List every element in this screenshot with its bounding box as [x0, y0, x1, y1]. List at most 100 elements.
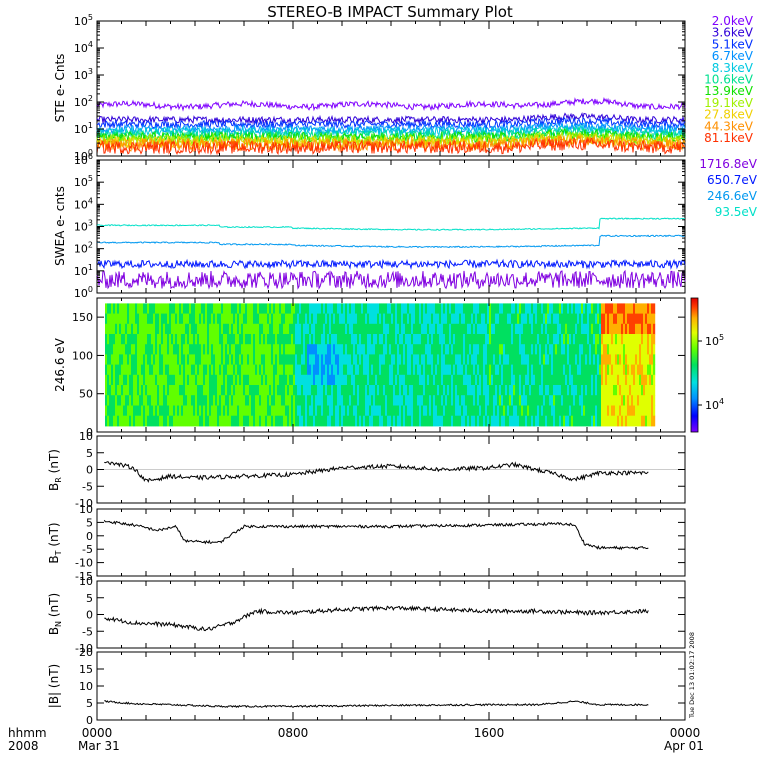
heatmap-cell	[165, 313, 168, 325]
heatmap-cell	[267, 405, 270, 417]
heatmap-cell	[515, 374, 518, 386]
heatmap-cell	[187, 415, 190, 427]
heatmap-cell	[541, 354, 544, 366]
heatmap-cell	[237, 364, 240, 376]
heatmap-cell	[481, 364, 484, 376]
heatmap-cell	[577, 313, 580, 325]
heatmap-cell	[215, 385, 218, 396]
heatmap-cell	[317, 344, 320, 355]
heatmap-cell	[275, 303, 278, 315]
heatmap-cell	[203, 395, 206, 406]
heatmap-cell	[381, 334, 384, 345]
heatmap-cell	[271, 344, 274, 355]
heatmap-cell	[355, 374, 358, 386]
heatmap-cell	[397, 364, 400, 376]
heatmap-cell	[481, 405, 484, 417]
heatmap-cell	[531, 344, 534, 355]
heatmap-cell	[179, 303, 182, 315]
heatmap-cell	[449, 334, 452, 345]
heatmap-cell	[467, 303, 470, 315]
heatmap-cell	[569, 334, 572, 345]
heatmap-cell	[341, 374, 344, 386]
heatmap-cell	[177, 395, 180, 406]
heatmap-cell	[643, 344, 646, 355]
heatmap-cell	[167, 334, 170, 345]
heatmap-cell	[339, 344, 342, 355]
heatmap-cell	[131, 334, 134, 345]
heatmap-cell	[351, 313, 354, 325]
heatmap-cell	[171, 313, 174, 325]
heatmap-cell	[255, 344, 258, 355]
heatmap-cell	[537, 395, 540, 406]
heatmap-cell	[515, 334, 518, 345]
heatmap-cell	[651, 364, 654, 376]
heatmap-cell	[409, 354, 412, 366]
heatmap-cell	[583, 374, 586, 386]
heatmap-cell	[471, 303, 474, 315]
heatmap-cell	[259, 415, 262, 427]
heatmap-cell	[425, 374, 428, 386]
heatmap-cell	[437, 374, 440, 386]
heatmap-cell	[577, 334, 580, 345]
heatmap-cell	[397, 354, 400, 366]
heatmap-cell	[389, 374, 392, 386]
heatmap-cell	[611, 405, 614, 417]
heatmap-cell	[223, 395, 226, 406]
heatmap-cell	[411, 323, 414, 335]
heatmap-cell	[111, 364, 114, 376]
heatmap-cell	[169, 395, 172, 406]
heatmap-cell	[503, 395, 506, 406]
heatmap-cell	[301, 374, 304, 386]
heatmap-cell	[115, 344, 118, 355]
heatmap-cell	[129, 303, 132, 315]
heatmap-cell	[157, 395, 160, 406]
heatmap-cell	[415, 385, 418, 396]
heatmap-cell	[133, 385, 136, 396]
heatmap-cell	[625, 395, 628, 406]
heatmap-cell	[195, 344, 198, 355]
heatmap-cell	[539, 395, 542, 406]
heatmap-cell	[173, 344, 176, 355]
heatmap-cell	[573, 303, 576, 315]
heatmap-cell	[373, 313, 376, 325]
heatmap-cell	[625, 344, 628, 355]
heatmap-cell	[485, 354, 488, 366]
heatmap-cell	[133, 374, 136, 386]
heatmap-cell	[285, 344, 288, 355]
heatmap-cell	[143, 385, 146, 396]
heatmap-cell	[379, 395, 382, 406]
heatmap-cell	[555, 334, 558, 345]
heatmap-cell	[215, 364, 218, 376]
heatmap-cell	[461, 354, 464, 366]
heatmap-cell	[249, 385, 252, 396]
heatmap-cell	[209, 374, 212, 386]
heatmap-cell	[629, 344, 632, 355]
heatmap-cell	[105, 385, 108, 396]
heatmap-cell	[351, 303, 354, 315]
heatmap-cell	[377, 374, 380, 386]
heatmap-cell	[633, 395, 636, 406]
heatmap-cell	[269, 313, 272, 325]
heatmap-cell	[301, 354, 304, 366]
heatmap-cell	[119, 354, 122, 366]
heatmap-cell	[637, 303, 640, 315]
heatmap-cell	[445, 415, 448, 427]
heatmap-cell	[121, 323, 124, 335]
heatmap-cell	[303, 354, 306, 366]
heatmap-cell	[265, 303, 268, 315]
heatmap-cell	[191, 323, 194, 335]
heatmap-cell	[627, 364, 630, 376]
heatmap-cell	[621, 323, 624, 335]
heatmap-cell	[477, 415, 480, 427]
heatmap-cell	[635, 344, 638, 355]
heatmap-cell	[189, 385, 192, 396]
heatmap-cell	[615, 354, 618, 366]
heatmap-cell	[189, 323, 192, 335]
heatmap-cell	[297, 415, 300, 427]
heatmap-cell	[363, 374, 366, 386]
heatmap-cell	[309, 303, 312, 315]
heatmap-cell	[275, 385, 278, 396]
heatmap-cell	[473, 323, 476, 335]
heatmap-cell	[191, 303, 194, 315]
heatmap-cell	[273, 313, 276, 325]
